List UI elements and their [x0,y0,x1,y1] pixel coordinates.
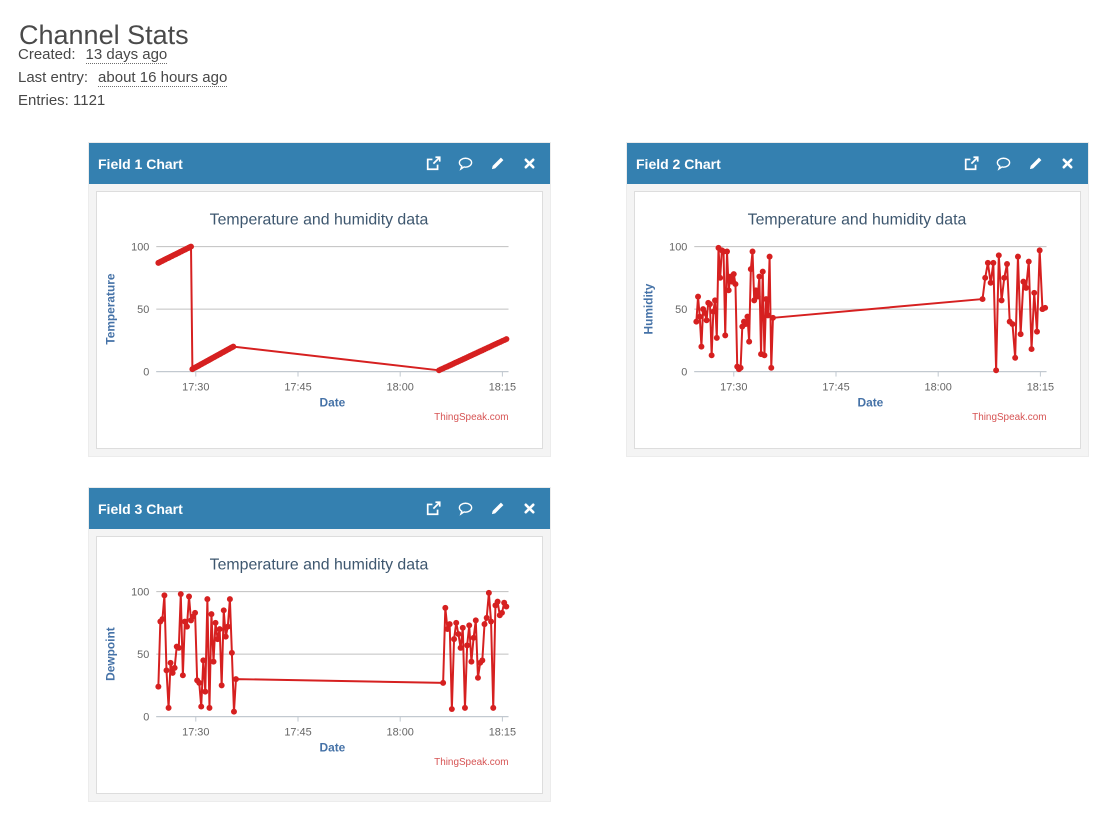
close-icon [523,503,535,514]
svg-text:18:00: 18:00 [925,381,952,393]
svg-text:Humidity: Humidity [642,283,656,334]
svg-text:18:15: 18:15 [489,381,516,393]
field2-panel-header: Field 2 Chart [627,143,1088,184]
svg-text:17:30: 17:30 [720,381,747,393]
edit-button[interactable] [489,501,505,517]
comment-icon [996,157,1010,171]
field3-chart-panel: Field 3 Chart 0 50 100 17:30 17:45 18:00 18:15… [88,487,551,802]
svg-text:17:45: 17:45 [284,381,311,393]
pencil-icon [491,502,503,515]
field3-panel-title: Field 3 Chart [98,500,183,517]
external-link-icon [964,156,979,171]
svg-text:Date: Date [320,395,346,409]
svg-text:0: 0 [681,367,687,379]
svg-text:17:30: 17:30 [182,726,209,738]
open-in-new-window-button[interactable] [425,156,441,172]
svg-text:18:00: 18:00 [387,726,414,738]
svg-text:Dewpoint: Dewpoint [104,627,118,681]
created-label: Created: [18,46,76,63]
svg-text:Temperature and humidity data: Temperature and humidity data [748,212,967,229]
last-entry-value[interactable]: about 16 hours ago [98,69,228,87]
external-link-icon [426,156,441,171]
close-button[interactable] [521,501,537,517]
field3-chart-box: 0 50 100 17:30 17:45 18:00 18:15 Temperature an… [96,536,543,794]
field1-chart-panel: Field 1 Chart 0 50 100 17:30 17:45 18:00 18:15… [88,142,551,457]
field1-chart-plot[interactable]: 0 50 100 17:30 17:45 18:00 18:15 Temperature an… [97,192,542,448]
field2-chart-panel: Field 2 Chart 0 50 100 17:30 17:45 18:00 18:15… [626,142,1089,457]
field1-panel-title: Field 1 Chart [98,155,183,172]
svg-text:100: 100 [131,587,149,599]
svg-text:ThingSpeak.com: ThingSpeak.com [972,412,1046,423]
comment-button[interactable] [457,501,473,517]
edit-button[interactable] [1027,156,1043,172]
field2-chart-plot[interactable]: 0 50 100 17:30 17:45 18:00 18:15 Temperature an… [635,192,1080,448]
close-button[interactable] [521,156,537,172]
svg-text:50: 50 [137,649,149,661]
last-entry-row: Last entry: about 16 hours ago [18,66,228,89]
close-icon [1061,158,1073,169]
close-icon [523,158,535,169]
comment-icon [458,502,472,516]
last-entry-label: Last entry: [18,69,89,86]
svg-text:Date: Date [320,740,346,754]
comment-button[interactable] [995,156,1011,172]
svg-text:Temperature and humidity data: Temperature and humidity data [210,557,429,574]
svg-text:Date: Date [858,395,884,409]
svg-text:100: 100 [131,242,149,254]
page-title: Channel Stats [19,20,189,51]
created-row: Created: 13 days ago [18,43,227,66]
created-value[interactable]: 13 days ago [85,46,168,64]
field2-panel-title: Field 2 Chart [636,155,721,172]
channel-meta: Created: 13 days ago Last entry: about 16 … [18,43,228,112]
svg-text:17:30: 17:30 [182,381,209,393]
field2-chart-box: 0 50 100 17:30 17:45 18:00 18:15 Temperature an… [634,191,1081,449]
svg-text:ThingSpeak.com: ThingSpeak.com [434,757,508,768]
svg-text:17:45: 17:45 [822,381,849,393]
open-in-new-window-button[interactable] [963,156,979,172]
pencil-icon [491,157,503,170]
svg-text:50: 50 [137,304,149,316]
svg-text:Temperature: Temperature [104,273,118,345]
svg-text:18:15: 18:15 [1027,381,1054,393]
svg-text:0: 0 [143,712,149,724]
pencil-icon [1029,157,1041,170]
field3-panel-header: Field 3 Chart [89,488,550,529]
field1-panel-header: Field 1 Chart [89,143,550,184]
svg-text:0: 0 [143,367,149,379]
field3-chart-plot[interactable]: 0 50 100 17:30 17:45 18:00 18:15 Temperature an… [97,537,542,793]
svg-text:Temperature and humidity data: Temperature and humidity data [210,212,429,229]
close-button[interactable] [1059,156,1075,172]
svg-text:50: 50 [675,304,687,316]
edit-button[interactable] [489,156,505,172]
svg-text:18:15: 18:15 [489,726,516,738]
external-link-icon [426,501,441,516]
comment-button[interactable] [457,156,473,172]
entries-text: Entries: 1121 [18,92,106,109]
field1-chart-box: 0 50 100 17:30 17:45 18:00 18:15 Temperature an… [96,191,543,449]
comment-icon [458,157,472,171]
open-in-new-window-button[interactable] [425,501,441,517]
svg-text:100: 100 [669,242,687,254]
svg-text:17:45: 17:45 [284,726,311,738]
entries-row: Entries: 1121 [18,89,227,112]
svg-text:ThingSpeak.com: ThingSpeak.com [434,412,508,423]
svg-text:18:00: 18:00 [387,381,414,393]
